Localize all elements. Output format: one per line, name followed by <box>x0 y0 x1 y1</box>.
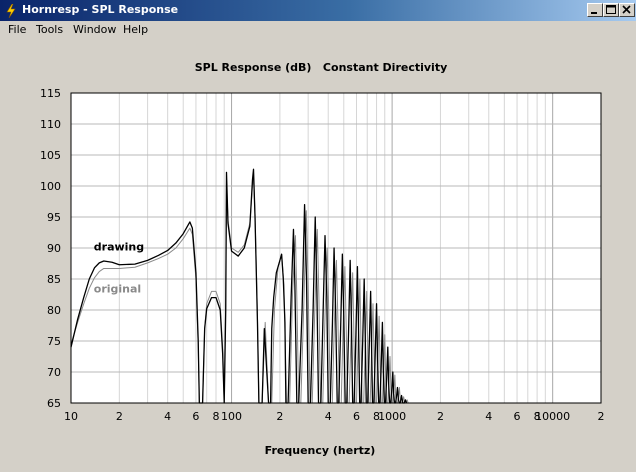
y-tick-label: 75 <box>47 335 61 348</box>
y-tick-label: 95 <box>47 211 61 224</box>
x-tick-label: 4 <box>164 410 171 423</box>
x-tick-label: 10000 <box>535 410 570 423</box>
x-tick-label: 4 <box>325 410 332 423</box>
y-tick-label: 105 <box>40 149 61 162</box>
menu-file[interactable]: File <box>8 23 27 36</box>
y-tick-label: 110 <box>40 118 61 131</box>
series-labels: drawing original <box>94 240 144 295</box>
grid <box>71 93 601 403</box>
series-label-drawing: drawing <box>94 240 144 253</box>
chart-title: SPL Response (dB) Constant Directivity <box>195 61 448 74</box>
close-icon <box>622 5 631 14</box>
minimize-button[interactable] <box>587 3 603 17</box>
plot-frame <box>70 92 602 404</box>
y-tick-label: 100 <box>40 180 61 193</box>
x-tick-label: 8 <box>534 410 541 423</box>
x-tick-label: 2 <box>116 410 123 423</box>
maximize-icon <box>606 5 616 14</box>
x-tick-label: 2 <box>437 410 444 423</box>
close-button[interactable] <box>619 3 635 17</box>
y-tick-label: 115 <box>40 87 61 100</box>
menu-window[interactable]: Window <box>73 23 117 36</box>
y-tick-label: 80 <box>47 304 61 317</box>
window-title: Hornresp - SPL Response <box>22 3 179 16</box>
y-tick-labels: 65 70 75 80 85 90 95 100 105 110 115 <box>40 87 61 410</box>
x-tick-label: 2 <box>276 410 283 423</box>
y-tick-label: 85 <box>47 273 61 286</box>
x-tick-label: 6 <box>514 410 521 423</box>
x-tick-label: 100 <box>221 410 242 423</box>
x-tick-label: 8 <box>212 410 219 423</box>
title-bar: Hornresp - SPL Response <box>0 0 636 21</box>
series-label-original: original <box>94 283 141 296</box>
maximize-button[interactable] <box>603 3 619 17</box>
x-tick-label: 1000 <box>378 410 406 423</box>
x-tick-label: 2 <box>598 410 605 423</box>
x-tick-label: 8 <box>373 410 380 423</box>
y-tick-label: 65 <box>47 397 61 410</box>
x-tick-label: 6 <box>353 410 360 423</box>
menu-bar: File Tools Window Help <box>0 21 636 40</box>
x-tick-label: 10 <box>64 410 78 423</box>
x-axis-label: Frequency (hertz) <box>265 444 376 457</box>
minimize-icon <box>591 12 597 14</box>
y-tick-label: 90 <box>47 242 61 255</box>
x-tick-label: 6 <box>192 410 199 423</box>
lightning-icon <box>4 3 18 19</box>
menu-help[interactable]: Help <box>123 23 149 36</box>
menu-tools[interactable]: Tools <box>36 23 64 36</box>
y-tick-label: 70 <box>47 366 61 379</box>
x-tick-label: 4 <box>485 410 492 423</box>
